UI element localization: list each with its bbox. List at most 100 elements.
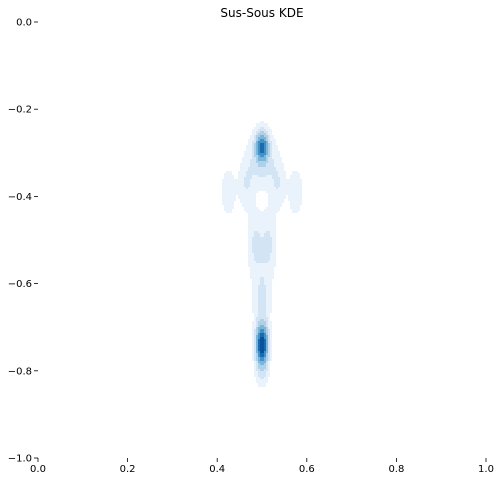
density-cell [252,267,254,269]
density-cell [252,299,254,301]
density-cell [266,155,268,157]
density-cell [252,271,254,273]
density-cell [258,347,260,349]
density-cell [266,165,268,167]
density-cell [272,177,274,179]
density-cell [268,191,270,193]
density-cell [266,189,268,191]
density-cell [266,175,268,177]
density-cell [280,157,282,159]
density-cell [268,341,270,343]
density-cell [230,173,232,175]
density-cell [252,269,254,271]
density-cell [258,297,260,299]
density-cell [256,145,258,147]
density-cell [250,171,252,173]
density-cell [268,175,270,177]
density-cell [274,223,276,225]
density-cell [268,157,270,159]
density-cell [276,203,278,205]
density-cell [272,253,274,255]
density-cell [264,359,266,361]
density-cell [252,155,254,157]
density-cell [252,167,254,169]
density-cell [258,277,260,279]
density-cell [266,347,268,349]
density-cell [270,187,272,189]
density-cell [252,329,254,331]
density-cell [250,191,252,193]
density-cell [264,271,266,273]
density-cell [282,191,284,193]
density-cell [256,323,258,325]
density-cell [248,149,250,151]
density-cell [264,249,266,251]
density-cell [250,239,252,241]
density-cell [256,333,258,335]
density-cell [262,211,264,213]
density-cell [262,239,264,241]
density-cell [262,357,264,359]
density-cell [270,215,272,217]
density-cell [264,255,266,257]
density-cell [244,201,246,203]
density-cell [252,289,254,291]
density-cell [260,317,262,319]
density-cell [222,179,224,181]
density-cell [240,191,242,193]
density-cell [262,259,264,261]
density-cell [264,167,266,169]
density-cell [264,221,266,223]
density-cell [274,145,276,147]
density-cell [270,273,272,275]
density-cell [244,205,246,207]
density-cell [276,191,278,193]
density-cell [256,263,258,265]
density-cell [232,177,234,179]
density-cell [224,185,226,187]
density-cell [256,289,258,291]
density-cell [262,285,264,287]
x-tick-label: 0.8 [388,464,404,475]
density-cell [274,239,276,241]
density-cell [272,141,274,143]
density-cell [262,343,264,345]
density-cell [258,359,260,361]
density-cell [258,223,260,225]
density-cell [264,355,266,357]
density-cell [292,203,294,205]
density-cell [274,187,276,189]
density-cell [256,221,258,223]
density-cell [250,173,252,175]
density-cell [262,305,264,307]
density-cell [254,165,256,167]
density-cell [250,195,252,197]
density-cell [242,187,244,189]
density-cell [254,163,256,165]
density-cell [252,339,254,341]
density-cell [256,363,258,365]
density-cell [272,169,274,171]
density-cell [256,253,258,255]
density-cell [264,309,266,311]
density-cell [270,205,272,207]
density-cell [266,161,268,163]
density-cell [262,385,264,387]
density-cell [292,209,294,211]
density-cell [264,147,266,149]
density-cell [266,179,268,181]
density-cell [262,137,264,139]
density-cell [268,249,270,251]
density-cell [280,203,282,205]
density-cell [274,189,276,191]
density-cell [272,153,274,155]
density-cell [260,217,262,219]
density-cell [266,359,268,361]
density-cell [260,171,262,173]
density-cell [260,165,262,167]
density-cell [252,351,254,353]
density-cell [266,177,268,179]
density-cell [224,205,226,207]
density-cell [268,375,270,377]
density-cell [252,157,254,159]
